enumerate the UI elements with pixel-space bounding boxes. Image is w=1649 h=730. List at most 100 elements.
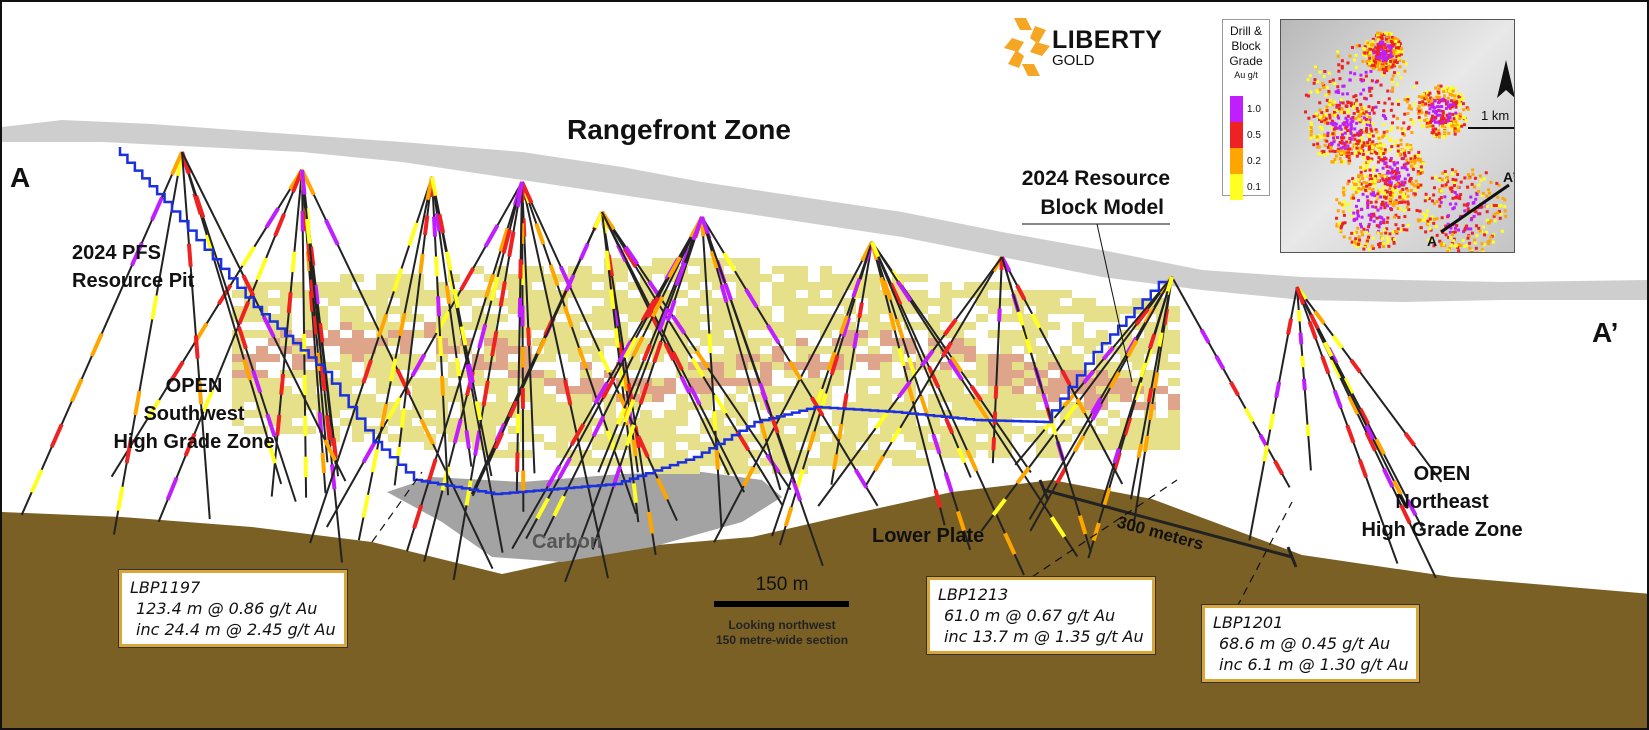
model-block bbox=[364, 338, 376, 346]
model-block bbox=[580, 346, 592, 354]
grade-point bbox=[1317, 152, 1321, 156]
grade-point bbox=[1467, 176, 1471, 180]
grade-point bbox=[1377, 47, 1381, 51]
grade-point bbox=[1435, 217, 1439, 221]
grade-point bbox=[1322, 114, 1326, 118]
grade-point bbox=[1350, 151, 1354, 155]
grade-point bbox=[1474, 246, 1478, 250]
model-block bbox=[724, 346, 736, 354]
grade-point bbox=[1376, 178, 1380, 182]
inset-map-svg: 1 km A A’ bbox=[1281, 20, 1514, 252]
assay-interval bbox=[1364, 424, 1375, 441]
grade-point bbox=[1482, 225, 1486, 229]
model-block bbox=[1036, 362, 1048, 370]
model-block bbox=[856, 426, 868, 434]
model-block bbox=[1132, 434, 1144, 442]
model-block bbox=[1060, 386, 1072, 394]
assay-interval bbox=[906, 356, 917, 378]
grade-point bbox=[1338, 124, 1342, 128]
model-block bbox=[820, 314, 832, 322]
model-block bbox=[976, 402, 988, 410]
grade-point bbox=[1359, 146, 1363, 150]
grade-point bbox=[1362, 161, 1366, 165]
grade-point bbox=[1439, 200, 1443, 204]
grade-point bbox=[1403, 200, 1407, 204]
grade-point bbox=[1402, 129, 1406, 133]
assay-interval bbox=[906, 383, 915, 402]
model-block bbox=[856, 354, 868, 362]
grade-point bbox=[1350, 214, 1354, 218]
grade-point bbox=[1385, 68, 1389, 72]
grade-point bbox=[1382, 130, 1386, 134]
grade-point bbox=[1437, 84, 1441, 88]
model-block bbox=[688, 274, 700, 282]
distance-bar bbox=[1038, 479, 1298, 568]
model-block bbox=[928, 426, 940, 434]
grade-point bbox=[1368, 89, 1372, 93]
model-block bbox=[856, 338, 868, 346]
grade-point bbox=[1345, 92, 1349, 96]
grade-point bbox=[1449, 226, 1453, 230]
grade-point bbox=[1458, 112, 1462, 116]
grade-point bbox=[1400, 50, 1404, 54]
grade-point bbox=[1469, 218, 1473, 222]
assay-interval bbox=[674, 261, 687, 287]
assay-interval bbox=[434, 212, 442, 232]
model-block bbox=[628, 298, 640, 306]
model-block bbox=[1036, 290, 1048, 298]
assay-interval bbox=[991, 437, 996, 451]
grade-point bbox=[1449, 236, 1453, 240]
model-block bbox=[748, 282, 760, 290]
grade-point bbox=[1382, 191, 1386, 195]
assay-interval bbox=[438, 336, 444, 357]
grade-point bbox=[1385, 56, 1389, 60]
model-block bbox=[1156, 314, 1168, 322]
grade-point bbox=[1382, 59, 1386, 63]
grade-point bbox=[1473, 241, 1477, 245]
assay-interval bbox=[623, 398, 636, 423]
model-block bbox=[268, 354, 280, 362]
model-block bbox=[280, 394, 292, 402]
assay-interval bbox=[1300, 355, 1306, 368]
model-block bbox=[304, 378, 316, 386]
grade-point bbox=[1451, 172, 1455, 176]
grade-point bbox=[1366, 206, 1370, 210]
grade-point bbox=[1441, 87, 1445, 91]
model-block bbox=[484, 434, 496, 442]
model-block bbox=[1000, 378, 1012, 386]
assay-interval bbox=[1015, 466, 1031, 485]
grade-point bbox=[1343, 146, 1347, 150]
model-block bbox=[1072, 330, 1084, 338]
grade-point bbox=[1390, 167, 1394, 171]
grade-point bbox=[1415, 208, 1419, 212]
assay-interval bbox=[665, 299, 677, 322]
model-block bbox=[1048, 306, 1060, 314]
model-block bbox=[484, 442, 496, 450]
grade-point bbox=[1381, 41, 1385, 45]
model-block bbox=[1132, 298, 1144, 306]
model-block bbox=[928, 394, 940, 402]
grade-point bbox=[1411, 122, 1415, 126]
model-block bbox=[1120, 330, 1132, 338]
grade-point bbox=[1366, 160, 1370, 164]
grade-point bbox=[1371, 39, 1375, 43]
model-block bbox=[856, 394, 868, 402]
model-block bbox=[880, 434, 892, 442]
model-block bbox=[760, 386, 772, 394]
model-block bbox=[964, 338, 976, 346]
assay-interval bbox=[1322, 341, 1334, 358]
model-block bbox=[568, 426, 580, 434]
assay-interval bbox=[399, 408, 406, 428]
model-block bbox=[1108, 306, 1120, 314]
grade-point bbox=[1364, 110, 1368, 114]
grade-point bbox=[1435, 105, 1439, 109]
grade-point bbox=[1335, 103, 1339, 107]
grade-point bbox=[1466, 209, 1470, 213]
grade-point bbox=[1437, 131, 1441, 135]
model-block bbox=[436, 290, 448, 298]
model-block bbox=[1012, 354, 1024, 362]
grade-point bbox=[1492, 204, 1496, 208]
model-block bbox=[268, 314, 280, 322]
grade-point bbox=[1391, 74, 1395, 78]
grade-point bbox=[1425, 196, 1429, 200]
